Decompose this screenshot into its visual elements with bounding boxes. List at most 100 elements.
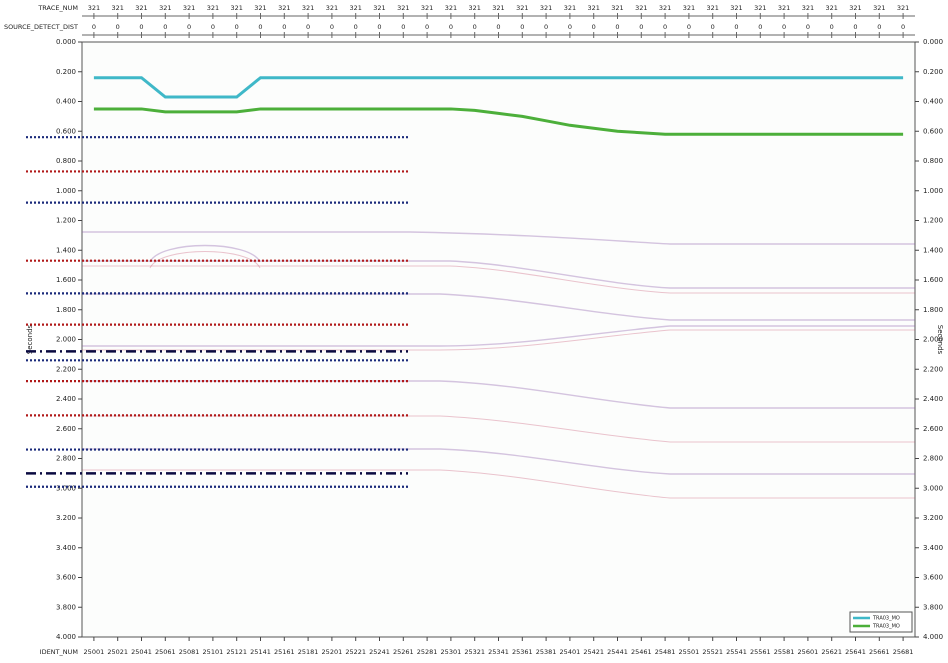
x-tick-label: 25001 bbox=[84, 648, 105, 656]
row-value: 0 bbox=[520, 23, 524, 31]
x-tick-label: 25121 bbox=[226, 648, 247, 656]
row-value: 321 bbox=[278, 4, 290, 12]
row-value: 0 bbox=[187, 23, 191, 31]
y2-tick-label: 0.600 bbox=[923, 127, 943, 135]
y2-tick-label: 3.800 bbox=[923, 603, 943, 611]
row-value: 0 bbox=[330, 23, 334, 31]
row-value: 321 bbox=[564, 4, 576, 12]
y2-tick-label: 1.000 bbox=[923, 187, 943, 195]
x-tick-label: 25601 bbox=[798, 648, 819, 656]
y-tick-label: 1.400 bbox=[56, 246, 76, 254]
row-value: 321 bbox=[468, 4, 480, 12]
x-tick-label: 25341 bbox=[488, 648, 509, 656]
row-value: 0 bbox=[425, 23, 429, 31]
x-tick-label: 25241 bbox=[369, 648, 390, 656]
row-value: 0 bbox=[116, 23, 120, 31]
x-tick-label: 25661 bbox=[869, 648, 890, 656]
y-tick-label: 1.600 bbox=[56, 276, 76, 284]
x-tick-label: 25621 bbox=[821, 648, 842, 656]
y2-tick-label: 3.000 bbox=[923, 484, 943, 492]
x-tick-label: 25441 bbox=[607, 648, 628, 656]
y-tick-label: 1.800 bbox=[56, 306, 76, 314]
row-value: 0 bbox=[592, 23, 596, 31]
y-tick-label: 2.400 bbox=[56, 395, 76, 403]
row-value: 321 bbox=[659, 4, 671, 12]
row-value: 0 bbox=[377, 23, 381, 31]
row-value: 321 bbox=[254, 4, 266, 12]
row-value: 321 bbox=[135, 4, 147, 12]
row-value: 0 bbox=[211, 23, 215, 31]
y-tick-label: 4.000 bbox=[56, 633, 76, 641]
row-value: 321 bbox=[397, 4, 409, 12]
x-tick-label: 25201 bbox=[322, 648, 343, 656]
x-tick-label: 25281 bbox=[417, 648, 438, 656]
x-tick-label: 25681 bbox=[893, 648, 914, 656]
y2-tick-label: 2.200 bbox=[923, 365, 943, 373]
y2-tick-label: 3.600 bbox=[923, 574, 943, 582]
x-tick-label: 25261 bbox=[393, 648, 414, 656]
row-value: 321 bbox=[88, 4, 100, 12]
y-tick-label: 0.400 bbox=[56, 98, 76, 106]
y-tick-label: 2.600 bbox=[56, 425, 76, 433]
row-value: 321 bbox=[778, 4, 790, 12]
x-tick-label: 25421 bbox=[583, 648, 604, 656]
x-tick-label: 25521 bbox=[702, 648, 723, 656]
legend-label: TRA03_MO bbox=[872, 616, 900, 622]
row-value: 321 bbox=[302, 4, 314, 12]
row-value: 321 bbox=[849, 4, 861, 12]
x-tick-label: 25221 bbox=[345, 648, 366, 656]
y2-tick-label: 0.400 bbox=[923, 98, 943, 106]
y-tick-label: 3.400 bbox=[56, 544, 76, 552]
y-tick-label: 3.800 bbox=[56, 603, 76, 611]
row-value: 321 bbox=[825, 4, 837, 12]
x-tick-label: 25101 bbox=[203, 648, 224, 656]
row-value: 0 bbox=[163, 23, 167, 31]
row-value: 0 bbox=[687, 23, 691, 31]
row-value: 321 bbox=[754, 4, 766, 12]
x-tick-label: 25461 bbox=[631, 648, 652, 656]
y2-tick-label: 0.800 bbox=[923, 157, 943, 165]
row-value: 321 bbox=[421, 4, 433, 12]
row-value: 0 bbox=[449, 23, 453, 31]
x-tick-label: 25541 bbox=[726, 648, 747, 656]
y2-tick-label: 1.400 bbox=[923, 246, 943, 254]
row-value: 0 bbox=[473, 23, 477, 31]
row-value: 0 bbox=[568, 23, 572, 31]
y-tick-label: 0.800 bbox=[56, 157, 76, 165]
row-value: 0 bbox=[615, 23, 619, 31]
row-value: 0 bbox=[711, 23, 715, 31]
row-value: 321 bbox=[349, 4, 361, 12]
y2-tick-label: 2.600 bbox=[923, 425, 943, 433]
row-value: 0 bbox=[830, 23, 834, 31]
y-tick-label: 3.600 bbox=[56, 574, 76, 582]
y2-tick-label: 2.800 bbox=[923, 455, 943, 463]
legend-label: TRA03_MO bbox=[872, 624, 900, 630]
y-tick-label: 0.000 bbox=[56, 38, 76, 46]
row-value: 0 bbox=[354, 23, 358, 31]
y-tick-label: 1.200 bbox=[56, 217, 76, 225]
x-tick-label: 25301 bbox=[441, 648, 462, 656]
x-tick-label: 25181 bbox=[298, 648, 319, 656]
row-value: 0 bbox=[782, 23, 786, 31]
row-value: 0 bbox=[282, 23, 286, 31]
y-tick-label: 3.200 bbox=[56, 514, 76, 522]
row-value: 0 bbox=[853, 23, 857, 31]
y-axis-label: Seconds bbox=[26, 324, 34, 354]
y2-tick-label: 0.000 bbox=[923, 38, 943, 46]
y2-tick-label: 0.200 bbox=[923, 68, 943, 76]
y2-tick-label: 1.200 bbox=[923, 217, 943, 225]
x-tick-label: 25561 bbox=[750, 648, 771, 656]
row-value: 321 bbox=[207, 4, 219, 12]
row-value: 321 bbox=[540, 4, 552, 12]
x-tick-label: 25061 bbox=[155, 648, 176, 656]
row-value: 0 bbox=[901, 23, 905, 31]
row-value: 0 bbox=[544, 23, 548, 31]
row-label: TRACE_NUM bbox=[37, 4, 78, 12]
row-value: 0 bbox=[758, 23, 762, 31]
row-value: 0 bbox=[235, 23, 239, 31]
x-tick-label: 25641 bbox=[845, 648, 866, 656]
row-value: 0 bbox=[401, 23, 405, 31]
y-tick-label: 2.200 bbox=[56, 365, 76, 373]
row-value: 321 bbox=[111, 4, 123, 12]
x-tick-label: 25161 bbox=[274, 648, 295, 656]
